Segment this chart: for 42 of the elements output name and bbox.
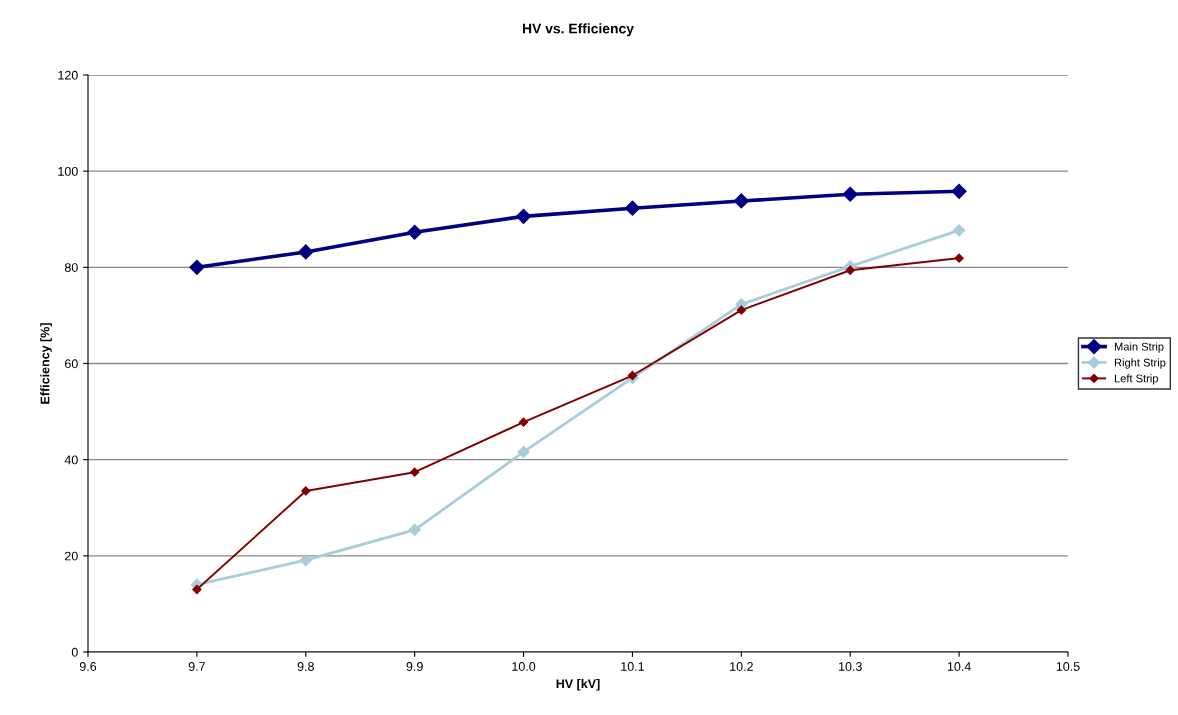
- point: [410, 467, 420, 477]
- y-tick-label: 80: [64, 263, 78, 272]
- x-tick-label: 10.1: [621, 662, 644, 671]
- y-tick-label: 100: [58, 166, 78, 176]
- x-tick-label: 9.6: [79, 662, 97, 671]
- point: [192, 584, 202, 595]
- y-tick-label: 60: [65, 359, 78, 369]
- point: [515, 208, 532, 224]
- point: [736, 305, 746, 315]
- x-tick-label: 10.3: [839, 662, 862, 671]
- x-tick-label: 10.5: [1056, 662, 1080, 671]
- x-tick-label: 10.4: [947, 662, 971, 671]
- x-tick-label: 9.7: [188, 662, 205, 671]
- point: [298, 244, 314, 260]
- point: [624, 200, 641, 216]
- x-tick-label: 9.8: [297, 662, 314, 671]
- x-tick-label: 9.9: [406, 662, 423, 671]
- y-tick-label: 20: [65, 551, 78, 561]
- y-tick-label: 0: [71, 647, 78, 657]
- chart-title: HV vs. Efficiency: [522, 23, 634, 37]
- point: [845, 265, 855, 275]
- point: [407, 224, 423, 240]
- y-axis-title: Efficiency [%]: [40, 323, 52, 404]
- point: [953, 224, 966, 237]
- x-tick-label: 10.2: [730, 662, 753, 671]
- point: [189, 259, 205, 275]
- legend-label: Right Strip: [1114, 358, 1166, 369]
- x-axis-title: HV [kV]: [556, 678, 600, 691]
- point: [951, 183, 967, 199]
- legend-label: Left Strip: [1114, 374, 1159, 385]
- point: [518, 417, 529, 427]
- point: [299, 554, 312, 567]
- point: [842, 186, 858, 202]
- legend-label: Main Strip: [1114, 342, 1164, 353]
- point: [954, 253, 964, 263]
- y-tick-label: 120: [58, 70, 78, 80]
- point: [733, 193, 749, 209]
- point: [517, 445, 530, 459]
- point: [408, 523, 421, 536]
- y-tick-label: 40: [64, 455, 78, 465]
- point: [301, 486, 311, 496]
- x-tick-label: 10.0: [512, 662, 536, 671]
